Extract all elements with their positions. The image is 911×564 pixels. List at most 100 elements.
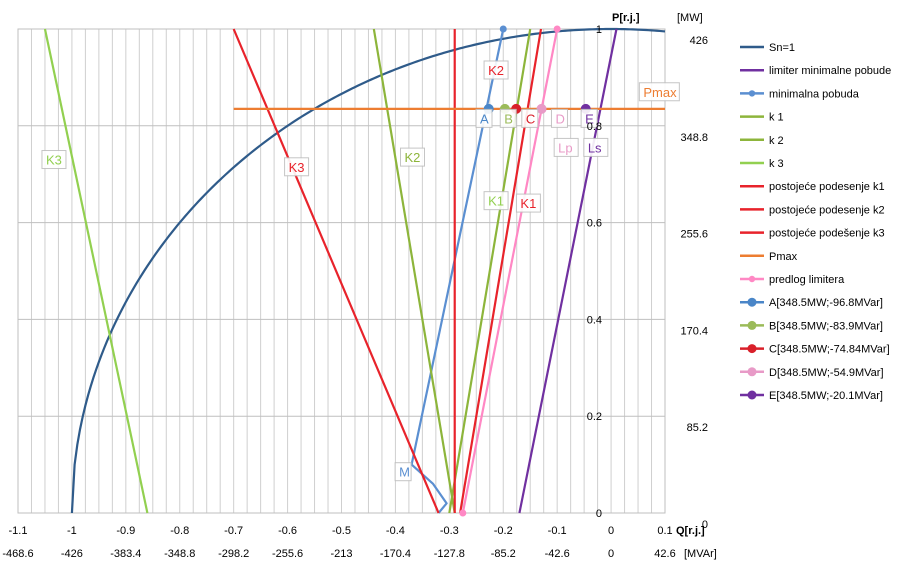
x-tick-label: -0.5 bbox=[332, 525, 351, 537]
annotations: K2 Pmax A B C D E Lp Ls K3 K3 K2 K1 K1 M bbox=[41, 60, 680, 482]
annotation-box bbox=[41, 150, 67, 170]
annotation-d: D bbox=[550, 108, 568, 128]
x-tick-label: -0.3 bbox=[440, 525, 459, 537]
annotation-label: D bbox=[555, 111, 564, 126]
annotation-lp: Lp bbox=[553, 137, 579, 157]
legend-label: C[348.5MW;-74.84MVar] bbox=[769, 344, 890, 356]
legend-marker bbox=[747, 390, 757, 400]
annotation-label: C bbox=[526, 111, 535, 126]
y-secondary-tick-label: 426 bbox=[690, 35, 708, 47]
legend-label: A[348.5MW;-96.8MVar] bbox=[769, 297, 883, 309]
plot-border bbox=[17, 28, 666, 514]
series-k-3 bbox=[43, 28, 149, 514]
axis-labels: -1.1 -468.6 -1 -426 -0.9 -383.4 -0.8 -348.8 -0.7… bbox=[2, 12, 716, 560]
legend-marker bbox=[747, 344, 757, 354]
legend-item: postojeće podesenje k2 bbox=[740, 204, 885, 216]
annotation-box bbox=[394, 462, 412, 482]
legend: Sn=1 limiter minimalne pobude minimalna po… bbox=[740, 42, 891, 402]
legend-label: limiter minimalne pobude bbox=[769, 65, 891, 77]
x-secondary-tick-label: -383.4 bbox=[110, 548, 141, 560]
legend-item: minimalna pobuda bbox=[740, 88, 860, 100]
series-minimalna-pobuda-marker bbox=[499, 25, 507, 33]
annotation-k1: K1 bbox=[515, 193, 541, 213]
x-secondary-tick-label: 42.6 bbox=[654, 548, 675, 560]
series-predlog-limitera bbox=[461, 28, 559, 514]
annotation-box bbox=[638, 82, 680, 102]
legend-label: k 1 bbox=[769, 112, 784, 124]
legend-label: postojeće podešenje k3 bbox=[769, 228, 885, 240]
x-secondary-tick-label: 0 bbox=[608, 548, 614, 560]
annotation-label: K3 bbox=[289, 160, 305, 175]
series-predlog-limitera-marker bbox=[459, 509, 467, 517]
legend-item: B[348.5MW;-83.9MVar] bbox=[740, 320, 883, 332]
x-tick-label: -0.6 bbox=[278, 525, 297, 537]
x-axis-label: Q[r.j.] bbox=[676, 525, 705, 537]
annotation-k2: K2 bbox=[400, 147, 426, 167]
legend-label: k 3 bbox=[769, 158, 784, 170]
legend-item: Sn=1 bbox=[740, 42, 795, 54]
legend-marker bbox=[747, 297, 757, 307]
y-tick-label: 0 bbox=[596, 508, 602, 520]
legend-item: postojeće podešenje k3 bbox=[740, 228, 885, 240]
legend-label: D[348.5MW;-54.9MVar] bbox=[769, 367, 884, 379]
x-tick-label: -0.8 bbox=[170, 525, 189, 537]
legend-label: postojeće podesenje k2 bbox=[769, 204, 885, 216]
annotation-box bbox=[499, 108, 517, 128]
x-secondary-tick-label: -213 bbox=[330, 548, 352, 560]
annotation-box bbox=[580, 108, 598, 128]
annotation-label: E bbox=[585, 111, 594, 126]
y-tick-label: 0.4 bbox=[587, 314, 602, 326]
x-secondary-tick-label: -468.6 bbox=[2, 548, 33, 560]
annotation-box bbox=[550, 108, 568, 128]
annotation-label: K1 bbox=[520, 196, 536, 211]
annotation-pmax: Pmax bbox=[638, 82, 680, 102]
legend-item: D[348.5MW;-54.9MVar] bbox=[740, 367, 884, 379]
annotation-b: B bbox=[499, 108, 517, 128]
series-d-348-5mw-54-9mvar-point bbox=[536, 103, 547, 114]
x-tick-label: -0.9 bbox=[116, 525, 135, 537]
x-secondary-tick-label: -85.2 bbox=[491, 548, 516, 560]
y-tick-label: 0.2 bbox=[587, 411, 602, 423]
x-secondary-tick-label: -42.6 bbox=[545, 548, 570, 560]
annotation-label: K2 bbox=[488, 63, 504, 78]
y-secondary-unit: [MW] bbox=[677, 12, 703, 24]
legend-marker bbox=[747, 320, 757, 330]
legend-label: k 2 bbox=[769, 135, 784, 147]
annotation-label: Ls bbox=[588, 140, 602, 155]
legend-item: predlog limitera bbox=[740, 274, 845, 286]
annotation-c: C bbox=[521, 108, 539, 128]
annotation-box bbox=[475, 108, 493, 128]
annotation-k2: K2 bbox=[483, 60, 509, 80]
x-tick-label: -1 bbox=[67, 525, 77, 537]
legend-label: E[348.5MW;-20.1MVar] bbox=[769, 390, 883, 402]
x-secondary-tick-label: -170.4 bbox=[380, 548, 411, 560]
series-predlog-limitera-marker bbox=[553, 25, 561, 33]
annotation-a: A bbox=[475, 108, 493, 128]
legend-item: k 3 bbox=[740, 158, 784, 170]
annotation-box bbox=[515, 193, 541, 213]
x-tick-label: -0.7 bbox=[224, 525, 243, 537]
series-limiter-minimalne-pobude bbox=[518, 28, 618, 514]
y-tick-label: 0.6 bbox=[587, 218, 602, 230]
series-minimalna-pobuda bbox=[410, 28, 505, 514]
legend-label: postojeće podesenje k1 bbox=[769, 181, 885, 193]
annotation-k1: K1 bbox=[483, 191, 509, 211]
x-secondary-tick-label: -255.6 bbox=[272, 548, 303, 560]
annotation-label: K2 bbox=[405, 150, 421, 165]
annotation-box bbox=[483, 191, 509, 211]
grid bbox=[17, 28, 666, 514]
series-postoje-e-podesenje-k1 bbox=[459, 28, 543, 514]
annotation-ls: Ls bbox=[583, 137, 609, 157]
legend-label: predlog limitera bbox=[769, 274, 845, 286]
annotation-k3: K3 bbox=[41, 150, 67, 170]
annotation-e: E bbox=[580, 108, 598, 128]
annotation-k3: K3 bbox=[284, 157, 310, 177]
x-tick-label: 0.1 bbox=[657, 525, 672, 537]
annotation-m: M bbox=[394, 462, 412, 482]
annotation-label: K3 bbox=[46, 153, 62, 168]
legend-label: Pmax bbox=[769, 251, 798, 263]
x-tick-label: 0 bbox=[608, 525, 614, 537]
y-secondary-tick-label: 85.2 bbox=[687, 422, 708, 434]
y-secondary-tick-label: 170.4 bbox=[680, 325, 708, 337]
legend-label: minimalna pobuda bbox=[769, 88, 860, 100]
